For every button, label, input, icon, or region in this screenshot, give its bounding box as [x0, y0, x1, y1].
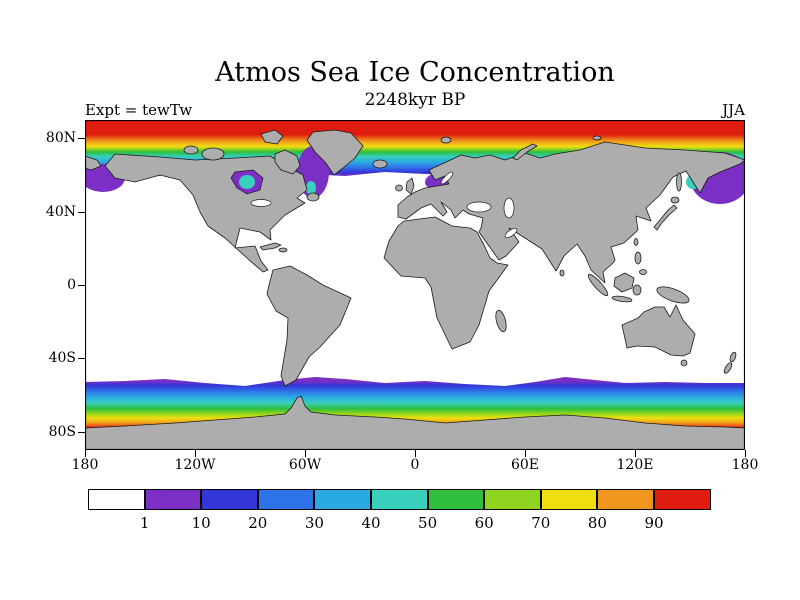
colorbar-cell [427, 489, 485, 510]
colorbar-cell [314, 489, 371, 510]
y-axis-label: 40S [48, 350, 76, 367]
x-axis-label: 180 [71, 457, 99, 473]
x-axis-label: 60E [510, 457, 540, 473]
x-axis-label: 0 [410, 457, 420, 473]
colorbar-cell [484, 489, 541, 510]
colorbar-tick-label: 1 [139, 514, 150, 532]
colorbar-tick-label: 90 [644, 514, 664, 532]
colorbar-tick-label: 80 [587, 514, 607, 532]
colorbar-cell [201, 489, 258, 510]
y-axis-tick [78, 431, 85, 433]
greenland [306, 129, 364, 176]
inland-seas [250, 171, 518, 239]
map-frame [84, 119, 746, 451]
x-axis-tick [85, 450, 86, 457]
colorbar-tick-label: 70 [531, 514, 551, 532]
colorbar-tick-label: 40 [361, 514, 381, 532]
y-axis-tick [78, 284, 85, 286]
x-axis-tick [195, 450, 196, 457]
colorbar-tick-label: 50 [418, 514, 438, 532]
world-map [81, 119, 750, 451]
x-axis-label: 60W [288, 457, 322, 473]
y-axis-label: 80N [45, 130, 76, 147]
experiment-label: Expt = tewTw [85, 101, 193, 119]
y-axis-tick [78, 211, 85, 213]
x-axis-tick [525, 450, 526, 457]
colorbar-tick-label: 30 [304, 514, 324, 532]
colorbar-cell [371, 489, 428, 510]
x-axis-label: 120W [174, 457, 216, 473]
australia [621, 304, 696, 357]
y-axis-tick [78, 358, 85, 360]
colorbar-cell [144, 489, 202, 510]
chart-title: Atmos Sea Ice Concentration [215, 57, 615, 88]
x-axis-label: 180 [731, 457, 759, 473]
islands [84, 129, 737, 374]
y-axis-label: 40N [45, 203, 76, 220]
chart-subtitle: 2248kyr BP [364, 90, 466, 110]
sea-ice-map-svg [81, 119, 750, 451]
africa [383, 216, 509, 350]
colorbar-tick-label: 20 [248, 514, 268, 532]
continents [84, 129, 746, 387]
x-axis-label: 120E [616, 457, 654, 473]
x-axis-tick [415, 450, 416, 457]
y-axis-label: 0 [67, 276, 76, 293]
colorbar-cell [654, 489, 711, 510]
x-axis-tick [745, 450, 746, 457]
colorbar-cell [597, 489, 654, 510]
antarctica [84, 395, 746, 451]
colorbar-tick-label: 60 [474, 514, 494, 532]
y-axis-tick [78, 138, 85, 140]
colorbar-cell [257, 489, 315, 510]
x-axis-tick [305, 450, 306, 457]
y-axis-label: 80S [48, 423, 76, 440]
colorbar-tick-label: 10 [191, 514, 211, 532]
hudson-bay-ice [230, 169, 264, 195]
x-axis-tick [635, 450, 636, 457]
eurasia [397, 141, 746, 284]
south-america [266, 265, 352, 387]
colorbar-cell [540, 489, 598, 510]
season-label: JJA [722, 101, 745, 119]
colorbar-cell [88, 489, 145, 510]
